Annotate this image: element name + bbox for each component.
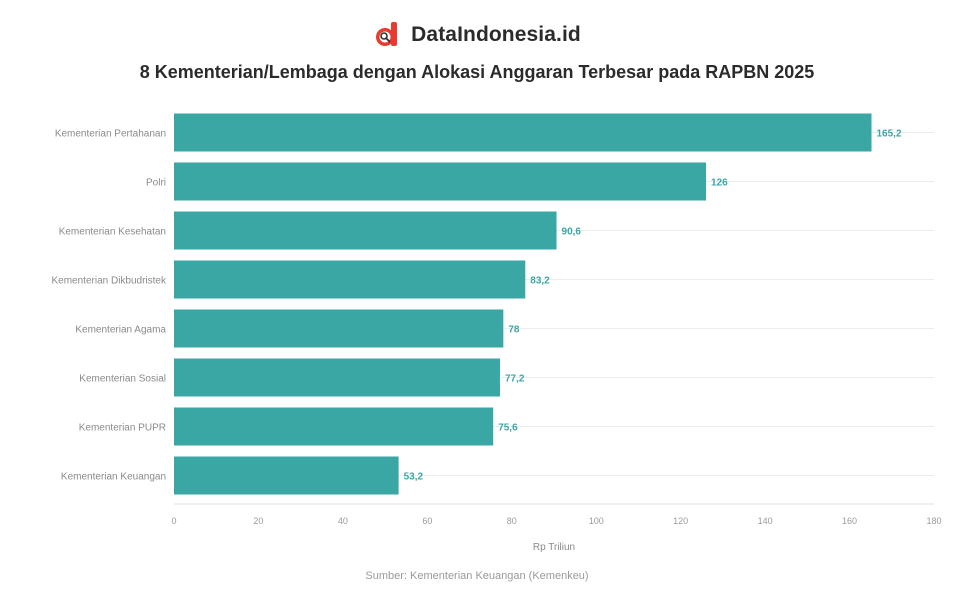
bar-chart: Kementerian Pertahanan 165,2 Polri 126 Kemen… <box>52 113 942 553</box>
x-tick-label: 140 <box>758 516 773 526</box>
x-tick-label: 0 <box>171 516 176 526</box>
bar <box>174 358 500 397</box>
data-label: 126 <box>711 178 728 189</box>
x-tick-label: 60 <box>422 516 432 526</box>
y-tick-label: Kementerian Keuangan <box>61 472 166 483</box>
data-label: 77,2 <box>505 374 525 385</box>
bar <box>174 113 872 152</box>
bar <box>174 309 504 348</box>
y-tick-label: Kementerian Pertahanan <box>55 129 166 140</box>
x-axis-label: Rp Triliun <box>533 542 575 553</box>
x-tick-label: 80 <box>507 516 517 526</box>
y-tick-label: Polri <box>146 178 166 189</box>
x-tick-label: 20 <box>253 516 263 526</box>
source-note: Sumber: Kementerian Keuangan (Kemenkeu) <box>365 570 589 582</box>
x-tick-label: 160 <box>842 516 857 526</box>
y-tick-label: Kementerian PUPR <box>79 423 166 434</box>
x-tick-label: 40 <box>338 516 348 526</box>
chart-title: 8 Kementerian/Lembaga dengan Alokasi Ang… <box>139 62 815 82</box>
bar <box>174 211 557 250</box>
y-tick-label: Kementerian Dikbudristek <box>52 276 167 287</box>
brand-name: DataIndonesia.id <box>411 23 581 46</box>
data-label: 165,2 <box>877 129 902 140</box>
data-label: 90,6 <box>562 227 582 238</box>
bar <box>174 456 399 495</box>
y-tick-label: Kementerian Sosial <box>79 374 166 385</box>
data-label: 75,6 <box>498 423 518 434</box>
dataindonesia-logo-icon <box>376 22 398 46</box>
x-tick-label: 120 <box>673 516 688 526</box>
bar <box>174 407 494 446</box>
y-tick-label: Kementerian Kesehatan <box>59 227 166 238</box>
data-label: 78 <box>508 325 520 336</box>
data-label: 53,2 <box>404 472 424 483</box>
y-tick-label: Kementerian Agama <box>75 325 166 336</box>
x-tick-label: 180 <box>926 516 941 526</box>
brand-header: DataIndonesia.id <box>0 18 954 52</box>
bar <box>174 162 706 201</box>
data-label: 83,2 <box>530 276 550 287</box>
x-tick-label: 100 <box>589 516 604 526</box>
bar <box>174 260 526 299</box>
